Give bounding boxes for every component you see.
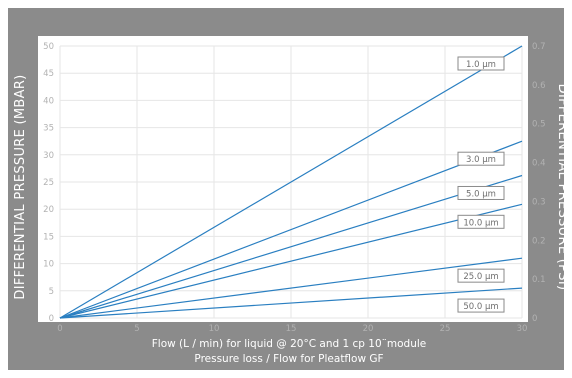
y-tick-right: 0.5 bbox=[532, 120, 546, 130]
x-tick: 30 bbox=[517, 324, 528, 334]
series-label: 1.0 µm bbox=[457, 56, 505, 71]
series-label-box bbox=[457, 56, 505, 71]
x-tick: 5 bbox=[134, 324, 139, 334]
plot-area bbox=[38, 36, 528, 322]
y-axis-title-left: DIFFERENTIAL PRESSURE (MBAR) bbox=[13, 74, 28, 299]
y-tick-left: 10 bbox=[43, 260, 54, 270]
y-tick-left: 30 bbox=[43, 151, 54, 161]
series-label-box bbox=[457, 298, 505, 313]
series-label: 50.0 µm bbox=[457, 298, 505, 313]
y-tick-left: 50 bbox=[43, 42, 54, 52]
x-tick: 20 bbox=[363, 324, 374, 334]
series-group bbox=[59, 45, 523, 319]
x-tick: 25 bbox=[440, 324, 451, 334]
y-tick-right: 0.2 bbox=[532, 236, 546, 246]
y-tick-right: 0.7 bbox=[532, 42, 546, 52]
series-label-text: 1.0 µm bbox=[466, 60, 496, 70]
series-label: 25.0 µm bbox=[457, 268, 505, 283]
series-label: 3.0 µm bbox=[457, 151, 505, 166]
series-label-text: 25.0 µm bbox=[463, 272, 498, 282]
y-tick-right: 0.3 bbox=[532, 197, 546, 207]
series-label-text: 50.0 µm bbox=[463, 302, 498, 312]
x-tick: 0 bbox=[57, 324, 62, 334]
ticks: 0 5 10 15 20 25 30 35 40 45 50 0 5 10 15 20 25 30 0 0.1 0.2 0… bbox=[43, 42, 545, 334]
x-axis-title: Flow (L / min) for liquid @ 20°C and 1 c… bbox=[152, 338, 427, 350]
series-line bbox=[59, 45, 523, 319]
y-tick-left: 35 bbox=[43, 124, 54, 134]
series-line bbox=[59, 174, 523, 319]
series-line bbox=[59, 140, 523, 319]
y-tick-left: 0 bbox=[49, 314, 54, 324]
y-tick-left: 15 bbox=[43, 232, 54, 242]
series-label: 5.0 µm bbox=[457, 185, 505, 200]
series-label-text: 3.0 µm bbox=[466, 155, 496, 165]
y-tick-left: 25 bbox=[43, 178, 54, 188]
series-label-box bbox=[457, 268, 505, 283]
series-labels: 1.0 µm 3.0 µm 5.0 µm 10.0 µm 25.0 µm 50.0 µm bbox=[457, 56, 505, 313]
y-tick-right: 0.6 bbox=[532, 81, 546, 91]
y-axis-title-right: DIFFERENTIAL PRESSURE (PSI) bbox=[555, 84, 570, 291]
series-label-box bbox=[457, 185, 505, 200]
y-tick-left: 20 bbox=[43, 205, 54, 215]
series-label-box bbox=[457, 214, 505, 229]
x-tick: 15 bbox=[286, 324, 297, 334]
y-tick-left: 5 bbox=[49, 287, 54, 297]
series-line bbox=[59, 287, 523, 319]
y-tick-right: 0.4 bbox=[532, 159, 546, 169]
chart-title: Pressure loss / Flow for Pleatflow GF bbox=[194, 353, 383, 365]
y-tick-left: 45 bbox=[43, 69, 54, 79]
y-tick-right: 0 bbox=[532, 314, 537, 324]
series-line bbox=[59, 203, 523, 319]
series-label-text: 5.0 µm bbox=[466, 189, 496, 199]
series-label-text: 10.0 µm bbox=[463, 218, 498, 228]
x-tick: 10 bbox=[209, 324, 220, 334]
series-label-box bbox=[457, 151, 505, 166]
y-tick-right: 0.1 bbox=[532, 275, 546, 285]
series-line bbox=[59, 257, 523, 319]
series-label: 10.0 µm bbox=[457, 214, 505, 229]
y-tick-left: 40 bbox=[43, 96, 54, 106]
